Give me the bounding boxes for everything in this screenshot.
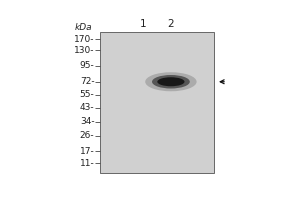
Bar: [100, 32, 214, 173]
Text: 43-: 43-: [80, 103, 94, 112]
Ellipse shape: [157, 77, 184, 86]
Text: 170-: 170-: [74, 35, 94, 44]
Text: 130-: 130-: [74, 46, 94, 55]
Text: 17-: 17-: [80, 147, 94, 156]
Text: 26-: 26-: [80, 131, 94, 140]
Text: 55-: 55-: [80, 90, 94, 99]
Text: 2: 2: [168, 19, 174, 29]
Text: kDa: kDa: [74, 23, 92, 32]
Text: 34-: 34-: [80, 117, 94, 126]
Ellipse shape: [145, 72, 196, 91]
Ellipse shape: [152, 75, 190, 89]
Text: 11-: 11-: [80, 159, 94, 168]
Text: 95-: 95-: [80, 61, 94, 70]
Text: 72-: 72-: [80, 77, 94, 86]
Text: 1: 1: [140, 19, 147, 29]
